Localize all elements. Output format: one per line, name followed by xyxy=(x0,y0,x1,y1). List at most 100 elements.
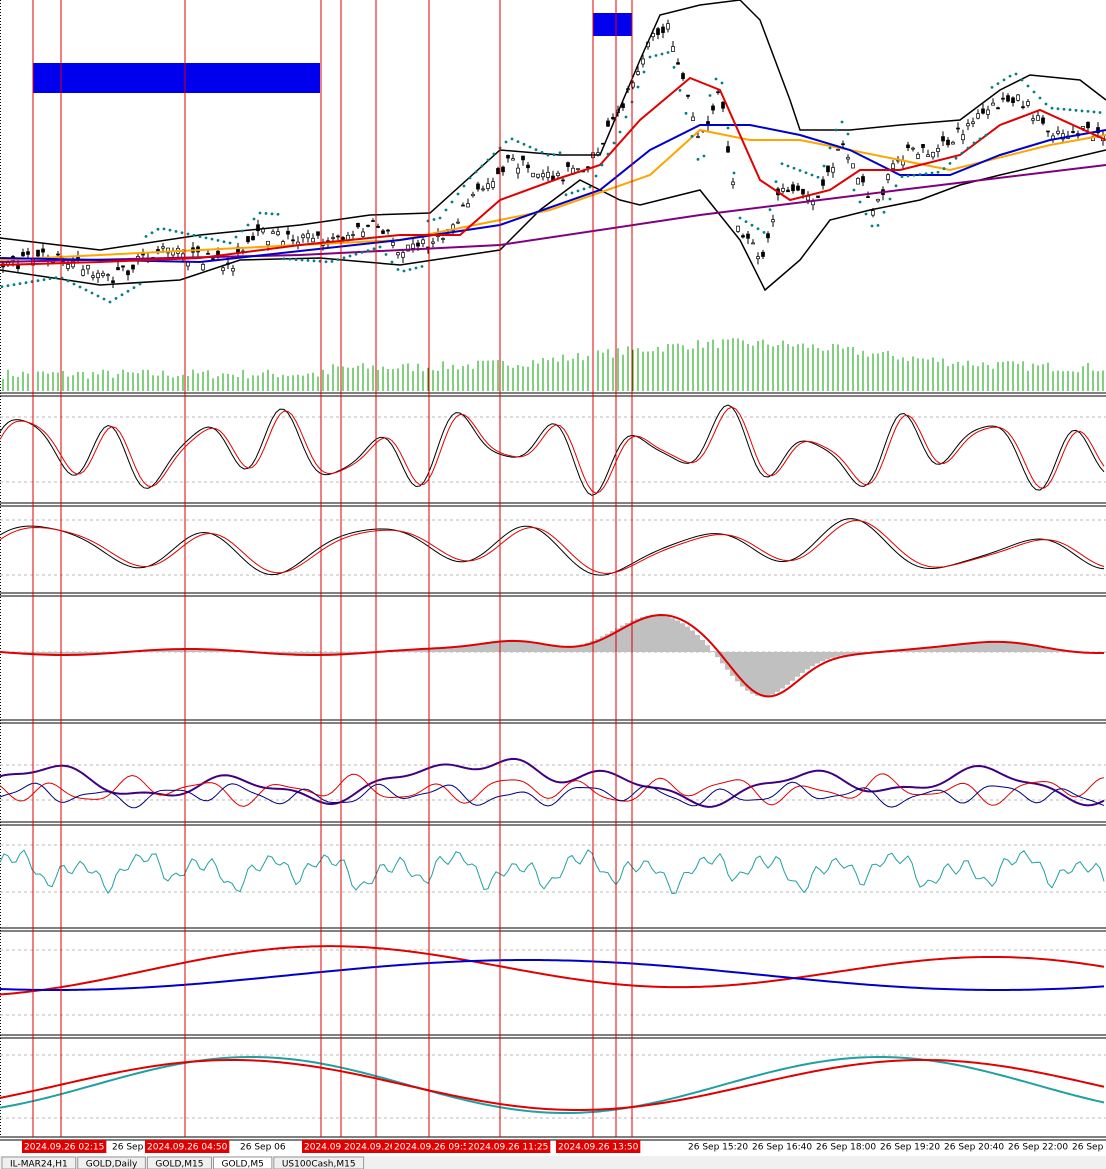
macd-histogram xyxy=(580,644,585,652)
candle-body xyxy=(866,196,870,198)
time-label: 26 Sep 2 xyxy=(1072,1143,1106,1153)
macd-histogram xyxy=(515,641,520,652)
candle-body xyxy=(341,237,345,241)
parabolic-sar xyxy=(216,239,220,242)
time-marker-label: 2024.09.26 xyxy=(304,1143,356,1153)
macd-histogram xyxy=(760,652,765,697)
parabolic-sar xyxy=(312,259,316,263)
candle-body xyxy=(476,183,480,190)
macd-histogram xyxy=(735,652,740,682)
macd-histogram xyxy=(910,648,915,652)
parabolic-sar xyxy=(138,282,142,286)
macd-histogram xyxy=(1020,644,1025,652)
parabolic-sar xyxy=(258,211,262,215)
parabolic-sar xyxy=(804,171,808,175)
candle-body xyxy=(416,242,420,247)
chart-tab[interactable] xyxy=(1,1156,77,1169)
macd-histogram xyxy=(1045,648,1050,652)
candle-body xyxy=(661,26,665,33)
macd-histogram xyxy=(955,643,960,652)
trend-red xyxy=(0,945,1105,996)
candle-body xyxy=(676,62,680,65)
parabolic-sar xyxy=(330,260,334,263)
macd-histogram xyxy=(600,636,605,652)
zone-box xyxy=(593,13,632,36)
macd-histogram xyxy=(915,648,920,652)
macd-histogram xyxy=(345,652,350,654)
parabolic-sar xyxy=(894,184,898,188)
parabolic-sar xyxy=(162,227,166,231)
macd-histogram xyxy=(315,652,320,655)
candle-body xyxy=(1026,101,1030,106)
parabolic-sar xyxy=(1086,109,1090,113)
parabolic-sar xyxy=(54,276,58,280)
parabolic-sar xyxy=(660,52,664,56)
candle-body xyxy=(221,267,225,271)
candle-body xyxy=(536,173,540,178)
bollinger-upper xyxy=(0,0,1106,251)
parabolic-sar xyxy=(600,163,604,167)
chart-tab[interactable] xyxy=(146,1156,212,1169)
candle-body xyxy=(276,231,280,236)
candle-body xyxy=(951,141,955,145)
candle-body xyxy=(1031,118,1035,121)
parabolic-sar xyxy=(192,233,196,237)
parabolic-sar xyxy=(750,223,754,227)
parabolic-sar xyxy=(1068,108,1072,112)
candle-body xyxy=(926,154,930,157)
macd-histogram xyxy=(575,645,580,652)
macd-histogram xyxy=(750,652,755,694)
macd-histogram xyxy=(670,618,675,652)
parabolic-sar xyxy=(288,257,292,261)
candle-body xyxy=(56,253,60,256)
parabolic-sar xyxy=(978,137,982,141)
chart-tab-label[interactable]: GOLD,M5 xyxy=(221,1160,263,1169)
candle-body xyxy=(791,184,795,192)
di-minus xyxy=(0,781,1105,809)
macd-histogram xyxy=(80,652,85,655)
candle-body xyxy=(671,46,675,52)
parabolic-sar xyxy=(672,65,676,69)
parabolic-sar xyxy=(372,247,376,251)
chart-tab-label[interactable]: GOLD,Daily xyxy=(86,1160,138,1169)
parabolic-sar xyxy=(996,82,1000,86)
parabolic-sar xyxy=(702,154,706,158)
macd-histogram xyxy=(485,642,490,652)
macd-histogram xyxy=(500,641,505,652)
parabolic-sar xyxy=(174,230,178,233)
macd-histogram xyxy=(820,652,825,662)
candle-body xyxy=(336,235,340,238)
chart-tab[interactable] xyxy=(77,1156,146,1169)
candle-body xyxy=(516,167,520,174)
macd-histogram xyxy=(535,644,540,652)
time-marker-label: 2024.09.26 04:50 xyxy=(147,1143,228,1153)
parabolic-sar xyxy=(582,187,586,191)
candle-body xyxy=(246,236,250,243)
macd-histogram xyxy=(845,652,850,655)
chart-tab[interactable] xyxy=(212,1156,273,1169)
candle-body xyxy=(691,116,695,121)
macd-histogram xyxy=(685,626,690,652)
parabolic-sar xyxy=(792,166,796,170)
parabolic-sar xyxy=(222,240,226,244)
candle-body xyxy=(271,231,275,234)
chart-tab-label[interactable]: GOLD,M15 xyxy=(155,1160,203,1169)
candle-body xyxy=(891,163,895,169)
macd-histogram xyxy=(540,644,545,652)
parabolic-sar xyxy=(66,279,70,283)
macd-histogram xyxy=(800,652,805,673)
candle-body xyxy=(1056,130,1060,134)
candle-body xyxy=(106,274,110,277)
parabolic-sar xyxy=(474,170,478,174)
time-marker-box xyxy=(466,1140,551,1153)
macd-histogram xyxy=(195,649,200,652)
chart-tab-label[interactable]: US100Cash,M15 xyxy=(282,1160,356,1169)
parabolic-sar xyxy=(834,128,838,132)
parabolic-sar xyxy=(588,185,592,189)
candle-body xyxy=(316,231,320,236)
macd-histogram xyxy=(495,641,500,652)
candle-body xyxy=(586,166,590,169)
chart-tab-label[interactable]: IL-MAR24,H1 xyxy=(10,1160,68,1169)
chart-tab[interactable] xyxy=(273,1156,365,1169)
